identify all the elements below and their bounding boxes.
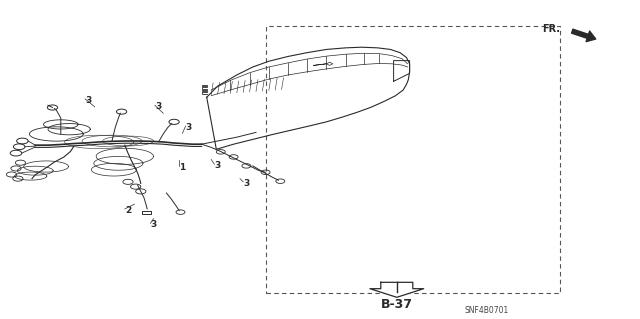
Bar: [142, 211, 151, 214]
Text: 1: 1: [179, 163, 186, 172]
Text: 3: 3: [214, 161, 221, 170]
Text: 3: 3: [150, 220, 157, 229]
Polygon shape: [370, 282, 424, 297]
Text: FR.: FR.: [542, 24, 560, 34]
Bar: [266, 26, 560, 293]
Text: 3: 3: [85, 96, 92, 105]
Text: SNF4B0701: SNF4B0701: [464, 306, 509, 315]
Text: 3: 3: [155, 102, 161, 111]
Text: 2: 2: [125, 206, 131, 215]
Text: B-37: B-37: [381, 298, 413, 310]
FancyArrowPatch shape: [572, 29, 596, 42]
Text: 3: 3: [243, 179, 250, 188]
Text: 3: 3: [186, 123, 192, 132]
